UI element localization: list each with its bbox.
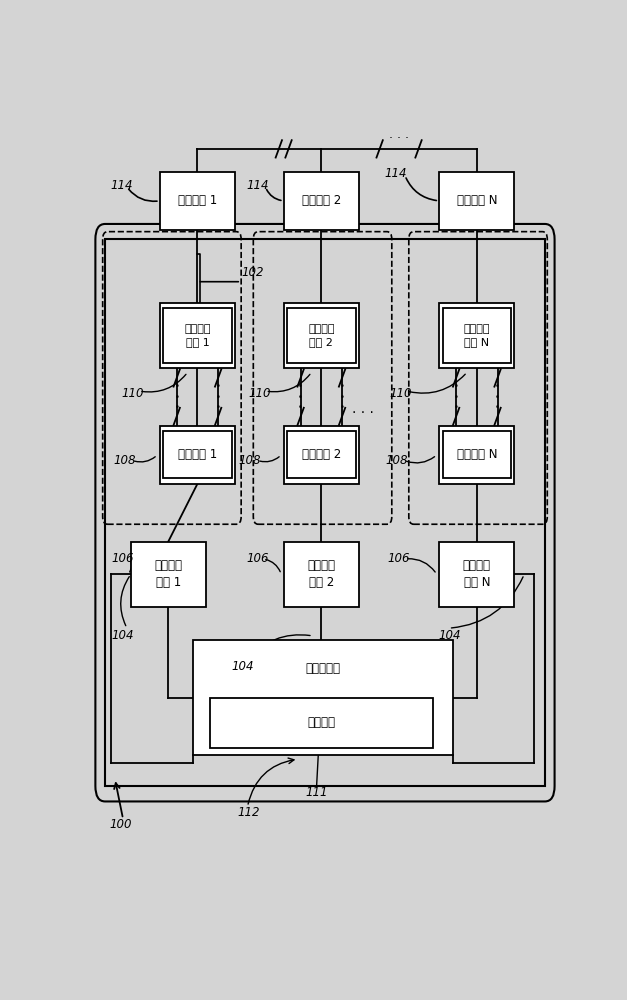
Text: •
•
•: • • •: [340, 382, 344, 412]
Text: •
•
•: • • •: [298, 382, 303, 412]
Bar: [209, 698, 433, 748]
Bar: [160, 426, 235, 484]
Bar: [287, 308, 356, 363]
Text: 106: 106: [112, 552, 134, 565]
Bar: [283, 542, 359, 607]
Bar: [160, 172, 235, 230]
Text: 辅助储热库: 辅助储热库: [305, 662, 340, 675]
Text: 114: 114: [384, 167, 407, 180]
Text: 111: 111: [306, 786, 329, 799]
Bar: [287, 431, 356, 478]
Bar: [439, 542, 515, 607]
Text: 102: 102: [241, 266, 264, 279]
Bar: [105, 239, 545, 786]
Text: 108: 108: [113, 454, 136, 467]
Text: •
•
•: • • •: [454, 382, 458, 412]
Text: 能量转换
系统 2: 能量转换 系统 2: [308, 324, 335, 347]
Text: 能量传送
系统 1: 能量传送 系统 1: [154, 559, 182, 589]
Text: 110: 110: [389, 387, 412, 400]
Text: 106: 106: [246, 552, 268, 565]
Text: · · ·: · · ·: [352, 406, 374, 420]
Text: •
•
•: • • •: [495, 382, 500, 412]
Text: 112: 112: [238, 806, 260, 820]
Bar: [163, 431, 232, 478]
Text: 104: 104: [231, 660, 254, 673]
Text: 能量传送
系统 2: 能量传送 系统 2: [307, 559, 335, 589]
Text: 114: 114: [246, 179, 268, 192]
Text: •
•
•: • • •: [174, 382, 179, 412]
Text: 能量转换
系统 1: 能量转换 系统 1: [184, 324, 211, 347]
Text: 供热系统 1: 供热系统 1: [178, 194, 217, 207]
Text: 104: 104: [112, 629, 134, 642]
Text: 110: 110: [248, 387, 271, 400]
Text: 核反应堆 N: 核反应堆 N: [456, 448, 497, 461]
Text: 核反应堆 1: 核反应堆 1: [178, 448, 217, 461]
Bar: [439, 426, 515, 484]
Bar: [443, 431, 511, 478]
Bar: [163, 308, 232, 363]
Text: 108: 108: [386, 454, 408, 467]
Text: 核反应堆 2: 核反应堆 2: [302, 448, 341, 461]
Bar: [283, 303, 359, 368]
Bar: [130, 542, 206, 607]
Text: · · ·: · · ·: [389, 132, 409, 145]
Bar: [439, 172, 515, 230]
Text: 108: 108: [239, 454, 261, 467]
Bar: [192, 640, 453, 755]
Text: 储热材料: 储热材料: [307, 716, 335, 729]
Bar: [160, 303, 235, 368]
Text: •
•
•: • • •: [216, 382, 221, 412]
Text: 106: 106: [387, 552, 410, 565]
Text: 能量转换
系统 N: 能量转换 系统 N: [463, 324, 490, 347]
Bar: [439, 303, 515, 368]
Text: 供热系统 N: 供热系统 N: [456, 194, 497, 207]
Bar: [283, 172, 359, 230]
Text: 供热系统 2: 供热系统 2: [302, 194, 341, 207]
Text: 114: 114: [110, 179, 132, 192]
Bar: [443, 308, 511, 363]
Text: 100: 100: [109, 818, 132, 831]
Text: 110: 110: [121, 387, 144, 400]
Text: 104: 104: [438, 629, 460, 642]
Text: 能量传送
系统 N: 能量传送 系统 N: [463, 559, 491, 589]
Bar: [283, 426, 359, 484]
